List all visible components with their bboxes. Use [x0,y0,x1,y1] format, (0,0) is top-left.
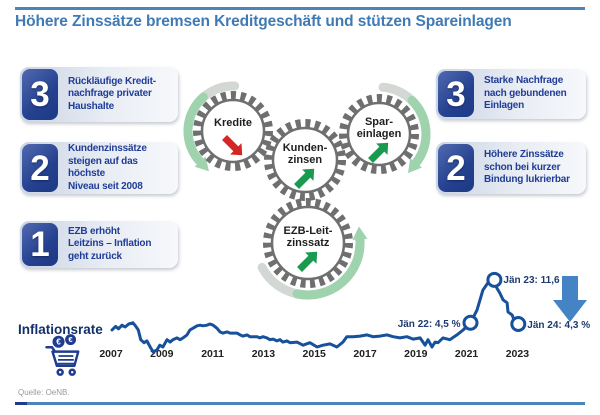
gear-label: Kredite [214,117,252,129]
trend-up-arrow-icon [368,142,389,163]
gear-ezb-leitzinssatz: EZB-Leit-zinssatz [263,198,353,288]
x-tick-label: 2017 [353,348,377,360]
x-tick-label: 2007 [99,348,123,360]
gear-label: Spar- [365,116,393,128]
coin-icon [65,334,77,346]
chart-title: Inflationsrate [18,322,103,337]
rotation-swoosh-arrow [257,226,368,300]
gear-teeth [339,94,419,174]
inflation-chart: 2007 2009 2011 2013 2015 2017 2019 2021 2023 Jän … [99,271,590,360]
step-card-left-2: 2 Kundenzinssätze steigen auf das höchst… [20,142,178,194]
step-text: Starke Nachfrage nach gebundenen Einlage… [484,75,567,112]
gear-label: zinssatz [287,237,330,249]
swoosh-arrowhead [194,156,209,172]
data-point-marker [510,315,527,332]
step-number-badge: 2 [438,144,474,192]
x-tick-label: 2023 [506,348,530,360]
shopping-cart-icon: € € [45,334,80,376]
gear-body [271,126,339,194]
inflation-line [110,278,520,354]
step-card-right-3: 3 Starke Nachfrage nach gebundenen Einla… [436,69,586,119]
gear-label: einlagen [357,128,402,140]
big-down-arrow-icon [553,276,587,322]
top-rule [15,7,585,10]
gear-body [270,205,346,281]
step-text: EZB erhöht Leitzins – Inflation geht zur… [68,225,152,262]
step-number-badge: 1 [22,223,58,266]
step-card-right-2: 2 Höhere Zinssätze schon bei kurzer Bind… [436,142,586,194]
trend-up-arrow-icon [294,168,315,189]
step-number-badge: 3 [438,71,474,117]
rotation-swoosh-arrow [183,81,240,172]
gears-diagram: KrediteKunden-zinsenSpar-einlagenEZB-Lei… [183,81,431,300]
step-card-left-1: 1 EZB erhöht Leitzins – Inflation geht z… [20,221,178,268]
gear-spareinlagen: Spar-einlagen [339,94,419,174]
step-text: Rückläufige Kredit- nachfrage privater H… [68,75,156,112]
source-note: Quelle: OeNB. [18,388,70,397]
x-tick-label: 2015 [303,348,327,360]
step-number-badge: 2 [22,144,58,192]
data-point-marker [462,314,479,331]
x-tick-label: 2019 [404,348,428,360]
page-title: Höhere Zinssätze bremsen Kreditgeschäft … [15,13,512,30]
trend-up-arrow-icon [297,251,318,272]
annotation-label: Jän 23: 11,6 % [503,275,571,286]
gear-teeth [264,119,346,201]
data-point-marker [486,271,503,288]
x-tick-label: 2021 [455,348,479,360]
gear-teeth [263,198,353,288]
gear-teeth [193,91,273,171]
bottom-rule-cap [15,402,27,405]
step-text: Höhere Zinssätze schon bei kurzer Bindun… [484,149,570,186]
svg-text:€: € [68,335,73,344]
gear-label: zinsen [288,154,323,166]
step-text: Kundenzinssätze steigen auf das höchste … [68,143,147,192]
annotation-label: Jän 22: 4,5 % [398,319,461,330]
gear-kredite: Kredite [193,91,273,171]
swoosh-arrowhead [352,226,368,240]
gear-body [200,98,266,164]
rotation-swoosh-arrow [378,82,431,174]
x-tick-label: 2013 [252,348,276,360]
gear-label: EZB-Leit- [284,225,333,237]
x-tick-label: 2011 [201,348,224,360]
gear-body [346,101,412,167]
x-tick-label: 2009 [150,348,174,360]
gear-label: Kunden- [283,142,328,154]
coin-icon [52,335,65,348]
step-card-left-3: 3 Rückläufige Kredit- nachfrage privater… [20,67,178,122]
annotation-label: Jän 24: 4,3 % [527,320,590,331]
trend-down-arrow-icon [222,135,243,156]
bottom-rule [15,402,585,405]
swoosh-arrowhead [408,158,422,174]
step-number-badge: 3 [22,69,58,120]
gear-kundenzinsen: Kunden-zinsen [264,119,346,201]
svg-text:€: € [56,338,61,347]
